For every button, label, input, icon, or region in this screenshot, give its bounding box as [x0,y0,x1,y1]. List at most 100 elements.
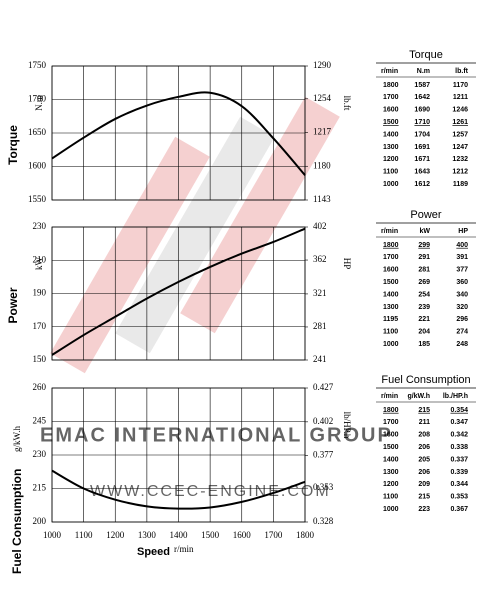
y2-tick-label: 0.353 [313,482,334,492]
table-cell: 1704 [414,131,430,138]
table-cell: 1212 [452,169,468,176]
y-tick-label: 210 [33,254,47,264]
table-cell: 1246 [452,107,468,114]
table-cell: 1000 [383,341,399,348]
y-axis-label: Torque [6,125,20,165]
y2-tick-label: 241 [313,354,327,364]
x-axis-unit: r/min [174,544,194,554]
table-cell: 0.367 [450,506,468,513]
table-cell: 1587 [414,82,430,89]
y2-tick-label: 1254 [313,93,332,103]
table-cell: 1211 [453,94,468,101]
table-cell: 0.347 [450,419,468,426]
table-title: Fuel Consumption [381,374,470,386]
x-tick-label: 1000 [43,530,62,540]
y-tick-label: 1750 [28,60,47,70]
x-tick-label: 1400 [170,530,189,540]
table-header: lb./HP.h [443,393,468,400]
y2-tick-label: 1143 [313,194,331,204]
table-cell: 0.354 [450,407,468,414]
watermark: EMAC INTERNATIONAL GROUP [40,424,393,446]
table-header: lb.ft [455,68,468,75]
y2-tick-label: 0.328 [313,516,334,526]
x-tick-label: 1800 [296,530,315,540]
y2-axis-label: lb.ft [342,96,352,111]
table-cell: 206 [418,444,430,451]
y2-tick-label: 1217 [313,127,332,137]
plot-frame [51,387,306,523]
table-cell: 1257 [452,131,468,138]
table-cell: 1643 [414,169,430,176]
table-cell: 340 [456,291,468,298]
x-tick-label: 1300 [138,530,157,540]
table-cell: 269 [418,279,430,286]
curve [51,469,306,510]
table-cell: 1600 [383,107,399,114]
table-cell: 204 [418,329,430,336]
table-cell: 1000 [383,181,399,188]
table-cell: 221 [418,316,430,323]
table-cell: 391 [456,254,468,261]
table-cell: 0.338 [450,444,468,451]
watermark: WWW.CCEC-ENGINE.COM [90,483,331,500]
table-cell: 0.339 [450,469,468,476]
table-cell: 377 [456,267,468,274]
y-tick-label: 200 [33,516,47,526]
table-cell: 205 [418,456,430,463]
table-cell: 0.353 [450,494,468,501]
table-cell: 1500 [383,444,399,451]
table-cell: 1671 [414,156,430,163]
table-header: g/kW.h [407,393,430,400]
table-cell: 281 [418,267,430,274]
y2-tick-label: 321 [313,288,327,298]
x-tick-label: 1600 [233,530,252,540]
table-cell: 223 [418,506,430,513]
table-cell: 1300 [383,469,399,476]
table-header: r/min [381,228,398,235]
table-cell: 1100 [383,494,398,501]
table-cell: 1400 [383,291,399,298]
table-cell: 1300 [383,144,399,151]
y-tick-label: 1700 [28,94,47,104]
table-cell: 1800 [383,242,399,249]
table-cell: 1800 [383,82,399,89]
x-tick-label: 1200 [106,530,125,540]
y-axis-unit: kW [34,257,44,271]
table-cell: 208 [418,432,430,439]
y2-axis-label: lb/HP.h [342,412,352,439]
y-tick-label: 150 [33,354,47,364]
y2-axis-label: HP [342,258,352,270]
y2-tick-label: 0.377 [313,450,334,460]
y-tick-label: 1650 [28,127,47,137]
table-cell: 360 [456,279,468,286]
y-axis-unit: N.m [34,95,44,111]
table-cell: 254 [418,291,430,298]
y-tick-label: 1550 [28,194,47,204]
table-cell: 299 [418,242,430,249]
table-cell: 211 [419,419,430,426]
x-axis-label: Speed [137,546,170,558]
y2-tick-label: 362 [313,254,327,264]
table-cell: 0.337 [450,456,468,463]
table-cell: 1247 [452,144,468,151]
table-cell: 1200 [383,481,399,488]
y2-tick-label: 1180 [313,160,331,170]
table-cell: 1100 [383,169,398,176]
y-tick-label: 190 [33,288,47,298]
table-cell: 320 [456,304,468,311]
table-cell: 291 [418,254,430,261]
y-axis-unit: g/kW.h [12,426,22,452]
x-tick-label: 1100 [75,530,93,540]
y2-tick-label: 0.427 [313,382,334,392]
table-header: HP [458,228,468,235]
table-cell: 1232 [452,156,468,163]
table-cell: 274 [456,329,468,336]
plot-frame [51,226,306,361]
y-tick-label: 170 [33,321,47,331]
table-cell: 0.342 [450,432,468,439]
table-cell: 1710 [414,119,430,126]
table-cell: 239 [418,304,430,311]
table-cell: 1195 [383,316,398,323]
table-title: Power [410,209,442,221]
